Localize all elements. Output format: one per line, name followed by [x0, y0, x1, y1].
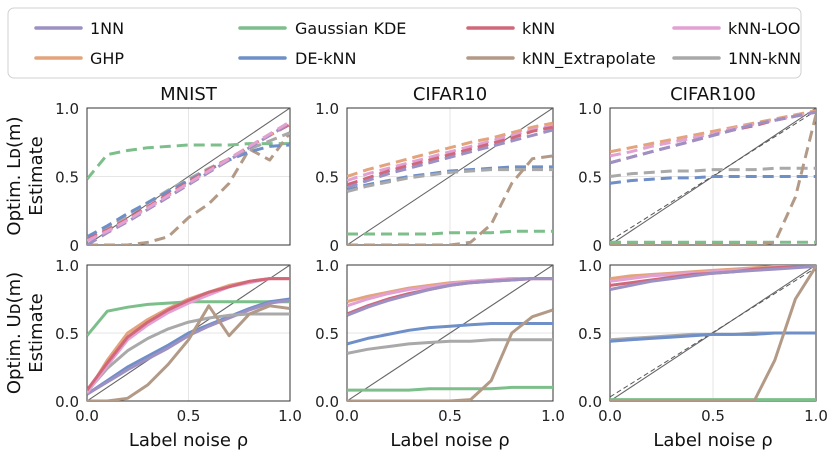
series-line-1nn [610, 110, 816, 165]
labels: 0.0 0.5 1.0 0.0 0.5 1.0 Label noise ρ 0 0.5 1.0 MN… [4, 84, 828, 451]
legend-label-knn-loo: kNN-LOO [728, 19, 801, 38]
panel-title-cifar100: CIFAR100 [670, 84, 756, 105]
x-axis-label: Label noise ρ [653, 430, 772, 451]
x-tick-label: 0.0 [75, 407, 99, 425]
panel-upper-mnist [86, 107, 291, 246]
panel-lower-mnist [86, 264, 291, 402]
x-axis-label: Label noise ρ [390, 430, 509, 451]
x-tick-label: 0.5 [701, 407, 725, 425]
legend-label-1nn: 1NN [90, 19, 124, 38]
y-axis-label-line-1: Optim. Lᴅ(m) [4, 116, 25, 235]
series-line-1nn-knn [347, 168, 553, 194]
series-line-knn-extrapolate [347, 154, 553, 245]
series-line-1nn [347, 277, 553, 317]
y-tick-label: 1.0 [315, 257, 339, 275]
x-tick-label: 1.0 [804, 407, 828, 425]
legend-label-knn-extrapolate: kNN_Extrapolate [522, 49, 656, 69]
series-line-1nn-knn [87, 131, 290, 240]
y-tick-label: 0 [592, 237, 602, 255]
y-tick-label: 1.0 [55, 100, 79, 118]
y-tick-label: 0.0 [578, 393, 602, 411]
series-line-knn-extrapolate [610, 265, 816, 401]
series-line-ghp [347, 121, 553, 178]
series-line-1nn-knn [347, 338, 553, 355]
series-line-knn-extrapolate [347, 308, 553, 401]
y-axis-label-line-2: Estimate [26, 293, 47, 373]
y-tick-label: 0.5 [55, 169, 79, 187]
legend-label-de-knn: DE-kNN [295, 49, 356, 68]
series-line-1nn-knn [610, 166, 816, 178]
panel-upper-cifar100 [609, 107, 817, 246]
legend-label-knn: kNN [522, 19, 555, 38]
diagonal-reference [347, 265, 553, 401]
legend-label-1nn-knn: 1NN-kNN [728, 49, 801, 68]
series-line-gaussian-kde [347, 229, 553, 236]
y-tick-label: 1.0 [55, 257, 79, 275]
series-line-knn [347, 125, 553, 187]
panel-title-mnist: MNIST [160, 84, 218, 105]
series-line-knn [87, 277, 290, 391]
y-tick-label: 0.5 [578, 325, 602, 343]
legend-label-ghp: GHP [90, 49, 124, 68]
y-tick-label: 0.0 [315, 393, 339, 411]
series-line-1nn [610, 265, 816, 291]
axes-frame [86, 107, 291, 246]
panel-lower-cifar100 [609, 264, 817, 402]
x-tick-label: 1.0 [278, 407, 302, 425]
panel-lower-cifar10 [346, 264, 554, 402]
series-line-de-knn [87, 143, 290, 239]
panels [86, 107, 817, 402]
series-line-de-knn [610, 175, 816, 185]
y-tick-label: 1.0 [315, 100, 339, 118]
series-line-1nn [87, 298, 290, 396]
y-tick-label: 0.5 [315, 169, 339, 187]
legend: 1NN GHP Gaussian KDE DE-kNN kNN kNN_Extrapola… [7, 7, 802, 79]
series-line-1nn-knn [87, 312, 290, 393]
y-tick-label: 0.5 [315, 325, 339, 343]
panel-title-cifar10: CIFAR10 [413, 84, 487, 105]
y-axis-label-line-2: Estimate [26, 136, 47, 216]
y-axis-label: Optim. Uᴅ(m) Estimate [4, 272, 47, 394]
y-tick-label: 0.5 [55, 325, 79, 343]
series-line-1nn [347, 128, 553, 189]
series-line-de-knn [610, 331, 816, 343]
y-axis-label: Optim. Lᴅ(m) Estimate [4, 116, 47, 235]
y-tick-label: 0.0 [55, 393, 79, 411]
x-tick-label: 0.5 [438, 407, 462, 425]
legend-label-gaussian-kde: Gaussian KDE [295, 19, 406, 38]
y-tick-label: 0.5 [578, 169, 602, 187]
y-tick-label: 0 [69, 237, 79, 255]
x-tick-label: 0.5 [177, 407, 201, 425]
series-line-de-knn [347, 322, 553, 346]
y-tick-label: 1.0 [578, 100, 602, 118]
series-line-knn-extrapolate [87, 304, 290, 401]
legend-frame [7, 7, 802, 79]
y-axis-label-line-1: Optim. Uᴅ(m) [4, 272, 25, 394]
diagonal-reference-dashed [610, 267, 816, 398]
x-tick-label: 0.0 [335, 407, 359, 425]
x-axis-label: Label noise ρ [129, 430, 248, 451]
x-tick-label: 1.0 [541, 407, 565, 425]
series-line-knn-loo [87, 120, 290, 243]
y-tick-label: 0 [329, 237, 339, 255]
series-line-knn-extrapolate [87, 131, 290, 245]
panel-upper-cifar10 [346, 107, 554, 246]
x-tick-label: 0.0 [598, 407, 622, 425]
axes-frame [86, 264, 291, 402]
series-line-gaussian-kde [347, 385, 553, 392]
y-tick-label: 1.0 [578, 257, 602, 275]
series-line-knn-loo [347, 124, 553, 183]
